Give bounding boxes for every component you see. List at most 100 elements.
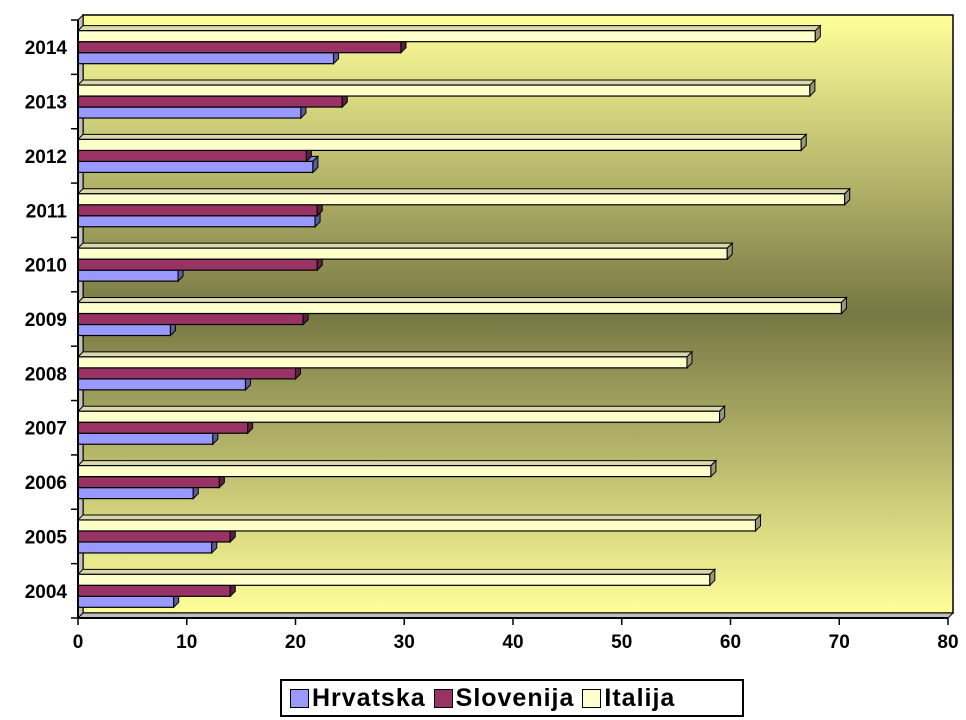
bar-chart: 0 10 20 30 40 50 60 70 80 2004 2005 2006 2007 2008 200… <box>25 13 959 653</box>
bar-italija-2006-top <box>76 460 718 467</box>
bar-italija-2013-side <box>809 78 816 98</box>
x-tick-label-20: 20 <box>285 632 306 653</box>
y-tick-label-2011: 2011 <box>26 201 68 222</box>
legend-swatch-hrvatska <box>290 688 309 708</box>
bars <box>76 24 851 609</box>
bar-italija-2006-side <box>710 459 717 478</box>
bar-hrvatska-2012-side <box>312 155 319 174</box>
y-tick-label-2005: 2005 <box>25 527 68 548</box>
bar-hrvatska-2008-front <box>77 378 247 391</box>
bar-hrvatska-2010-front <box>77 269 179 282</box>
bar-italija-2012-top <box>76 133 808 140</box>
bar-italija-2008-side <box>686 350 693 370</box>
bar-italija-2014-front <box>77 30 816 43</box>
bar-italija-2004-side <box>709 568 716 587</box>
bar-italija-2005 <box>76 513 762 533</box>
y-tick-label-2007: 2007 <box>25 419 67 440</box>
bar-slovenija-2013-front <box>77 95 343 108</box>
bar-slovenija-2007-front <box>77 421 249 434</box>
x-tick-label-70: 70 <box>829 632 850 653</box>
bar-italija-2013-front <box>77 84 811 97</box>
bar-italija-2005-front <box>77 519 757 532</box>
bar-italija-2010-top <box>76 242 734 249</box>
bar-hrvatska-2005-front <box>77 541 213 554</box>
x-tick-label-80: 80 <box>937 632 958 653</box>
bar-italija-2007 <box>76 405 726 424</box>
bar-italija-2014 <box>76 24 822 43</box>
bar-italija-2009-front <box>77 301 843 315</box>
bar-italija-2007-front <box>77 410 721 423</box>
legend-swatch-slovenija <box>433 688 453 708</box>
legend-item-italija: Italija <box>582 684 675 713</box>
bar-italija-2010-side <box>726 241 733 261</box>
legend-label-slovenija: Slovenija <box>455 683 575 712</box>
bar-italija-2008-front <box>77 356 688 369</box>
legend-label-hrvatska: Hrvatska <box>312 683 426 712</box>
y-tick-label-2013: 2013 <box>25 93 67 114</box>
bar-italija-2012 <box>76 133 808 152</box>
bar-italija-2006-front <box>77 464 712 478</box>
bar-hrvatska-2009-front <box>77 323 172 337</box>
bar-slovenija-2011-front <box>77 204 318 217</box>
bar-slovenija-2012-front <box>77 149 307 163</box>
bar-italija-2009 <box>76 296 848 315</box>
bar-hrvatska-2012-front <box>77 160 314 174</box>
bar-italija-2004-top <box>76 568 717 575</box>
x-tick-label-10: 10 <box>176 632 197 653</box>
bar-italija-2011-front <box>77 193 846 206</box>
y-tick-label-2009: 2009 <box>25 310 67 331</box>
bar-hrvatska-2007-front <box>77 432 214 445</box>
legend-item-hrvatska: Hrvatska <box>290 684 426 713</box>
legend-item-slovenija: Slovenija <box>433 683 575 713</box>
bar-italija-2005-side <box>755 513 762 533</box>
bar-italija-2012-side <box>800 133 807 152</box>
y-tick-label-2008: 2008 <box>25 364 67 385</box>
bar-italija-2006 <box>76 459 718 478</box>
y-tick-label-2012: 2012 <box>25 147 67 168</box>
bar-italija-2013 <box>76 78 817 98</box>
bar-slovenija-2010-front <box>77 258 318 271</box>
bar-hrvatska-2013-front <box>77 106 302 119</box>
x-tick-label-50: 50 <box>611 632 632 653</box>
bar-italija-2008 <box>76 350 694 370</box>
bar-italija-2004-front <box>77 573 711 586</box>
y-tick-label-2010: 2010 <box>25 256 67 277</box>
bar-italija-2011-side <box>844 187 851 206</box>
bar-italija-2009-top <box>76 297 848 303</box>
bar-slovenija-2006-front <box>77 475 220 489</box>
legend-swatch-italija <box>582 688 602 708</box>
bar-italija-2009-side <box>840 296 847 315</box>
bar-italija-2012-front <box>77 138 802 152</box>
x-tick-label-0: 0 <box>73 632 84 653</box>
bar-hrvatska-2011-front <box>77 215 316 228</box>
axes: 0 10 20 30 40 50 60 70 80 2004 2005 2006 2007 2008 200… <box>25 19 959 653</box>
bar-italija-2014-side <box>814 24 821 43</box>
bar-italija-2007-top <box>76 405 726 412</box>
bar-italija-2011 <box>76 187 851 206</box>
y-tick-label-2014: 2014 <box>25 38 68 59</box>
bar-italija-2007-side <box>719 405 726 424</box>
bar-hrvatska-2004-front <box>77 595 175 608</box>
bar-italija-2010 <box>76 241 734 261</box>
x-tick-label-30: 30 <box>394 632 415 653</box>
y-tick-label-2004: 2004 <box>25 582 68 603</box>
bar-italija-2010-front <box>77 247 728 260</box>
bar-italija-2008-top <box>76 351 694 358</box>
bar-hrvatska-2014-front <box>77 52 335 65</box>
x-tick-label-40: 40 <box>502 632 523 653</box>
bar-italija-2011-top <box>76 188 851 195</box>
x-tick-label-60: 60 <box>720 632 741 653</box>
bar-hrvatska-2006-front <box>77 486 194 500</box>
bar-slovenija-2005-front <box>77 530 231 543</box>
legend-label-italija: Italija <box>604 683 676 712</box>
y-tick-label-2006: 2006 <box>25 473 67 494</box>
bar-italija-2014-top <box>76 25 822 32</box>
bar-italija-2013-top <box>76 79 817 86</box>
bar-slovenija-2004-front <box>77 584 231 597</box>
bar-italija-2005-top <box>76 514 762 521</box>
bar-slovenija-2008-front <box>77 367 297 380</box>
bar-italija-2004 <box>76 568 717 587</box>
legend: Hrvatska Slovenija Italija <box>280 679 744 717</box>
bar-slovenija-2014-front <box>77 41 402 54</box>
bar-slovenija-2009-front <box>77 312 304 326</box>
